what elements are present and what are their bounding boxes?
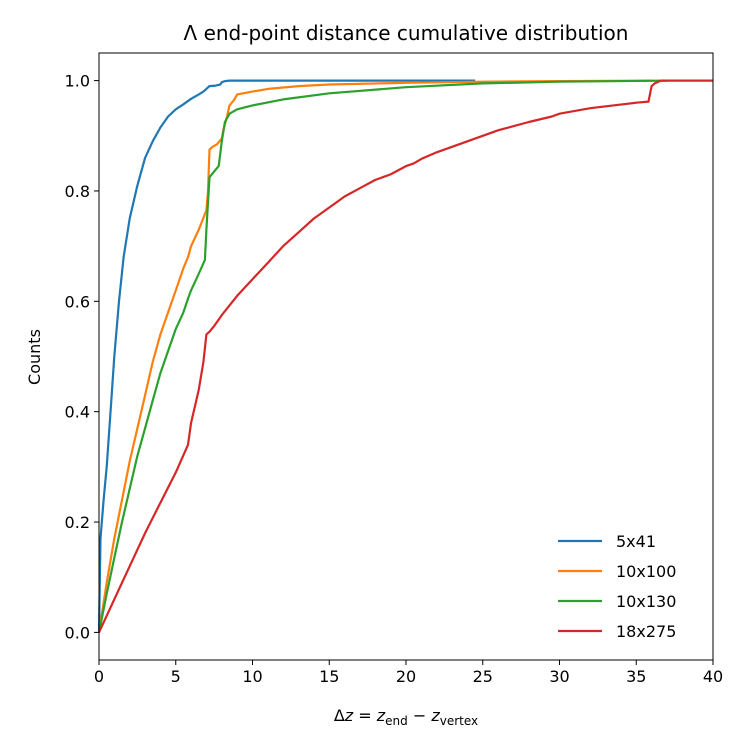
chart-title: Λ end-point distance cumulative distribu…	[184, 21, 629, 45]
legend-label: 5x41	[616, 532, 656, 551]
legend-item-18x275: 18x275	[558, 622, 676, 641]
series-line-10x100	[97, 79, 652, 633]
x-tick-label: 0	[94, 667, 104, 686]
x-tick-label: 30	[549, 667, 569, 686]
x-label-delta: Δ	[334, 706, 345, 725]
series-line-10x130	[97, 79, 668, 633]
x-label-z: z	[344, 706, 354, 725]
x-tick-label: 20	[396, 667, 416, 686]
x-tick-label: 40	[703, 667, 723, 686]
legend-item-5x41: 5x41	[558, 532, 656, 551]
y-tick-label: 1.0	[65, 72, 90, 91]
y-tick-label: 0.2	[65, 513, 90, 532]
series-layer	[97, 79, 713, 633]
x-label-minus: −	[408, 706, 432, 725]
y-axis-label: Counts	[25, 329, 44, 385]
x-label-sub-vertex: vertex	[440, 714, 478, 728]
legend-label: 18x275	[616, 622, 676, 641]
series-line-18x275	[98, 79, 713, 633]
x-label-eq: =	[353, 706, 377, 725]
y-axis: 0.0 0.2 0.4 0.6 0.8 1.0	[65, 72, 99, 642]
legend-label: 10x100	[616, 562, 676, 581]
legend: 5x41 10x100 10x130 18x275	[558, 532, 676, 641]
x-label-sub-end: end	[385, 714, 408, 728]
legend-label: 10x130	[616, 592, 676, 611]
x-tick-label: 15	[319, 667, 339, 686]
x-tick-label: 10	[242, 667, 262, 686]
legend-item-10x100: 10x100	[558, 562, 676, 581]
x-tick-label: 35	[626, 667, 646, 686]
y-tick-label: 0.8	[65, 182, 90, 201]
x-tick-label: 25	[473, 667, 493, 686]
legend-item-10x130: 10x130	[558, 592, 676, 611]
x-label-z-end: z	[376, 706, 386, 725]
y-tick-label: 0.0	[65, 623, 90, 642]
series-line-5x41	[97, 79, 476, 633]
y-tick-label: 0.6	[65, 292, 90, 311]
x-tick-label: 5	[171, 667, 181, 686]
y-tick-label: 0.4	[65, 403, 90, 422]
x-label-z-vertex: z	[430, 706, 440, 725]
x-axis-label: Δz = zend − zvertex	[334, 706, 478, 728]
x-axis: 0 5 10 15 20 25 30 35 40	[94, 660, 723, 686]
